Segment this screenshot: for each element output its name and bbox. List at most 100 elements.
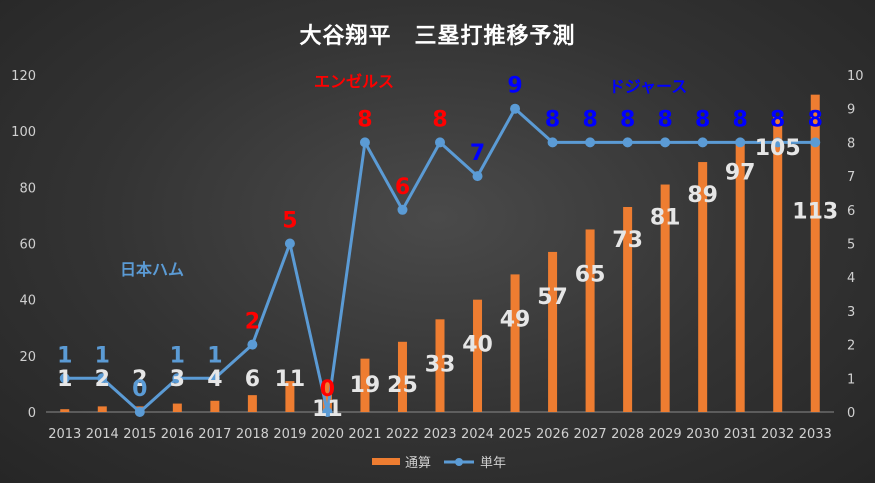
data-label-annual: 8 xyxy=(695,107,710,132)
y-right-tick-label: 6 xyxy=(847,204,855,219)
line-point-annual xyxy=(435,137,445,148)
y-right-tick-label: 2 xyxy=(847,339,855,354)
line-point-annual xyxy=(772,137,783,148)
legend-marker-annual xyxy=(455,458,463,466)
data-label-cumulative: 11 xyxy=(312,397,343,422)
y-left-tick-label: 120 xyxy=(11,69,36,84)
x-tick-label: 2016 xyxy=(161,427,194,442)
data-label-cumulative: 49 xyxy=(500,307,531,332)
team-annotation: エンゼルス xyxy=(314,72,394,91)
data-label-cumulative: 3 xyxy=(170,367,185,392)
y-left-tick-label: 0 xyxy=(28,406,36,421)
x-tick-label: 2032 xyxy=(761,427,794,442)
x-tick-label: 2031 xyxy=(724,427,757,442)
data-label-annual: 8 xyxy=(733,107,748,132)
bar-cumulative xyxy=(698,162,708,412)
data-label-annual: 1 xyxy=(57,343,72,368)
data-label-cumulative: 1 xyxy=(57,367,72,392)
line-point-annual xyxy=(735,137,746,148)
data-label-cumulative: 33 xyxy=(425,352,456,377)
bar-cumulative xyxy=(60,409,70,412)
bar-cumulative xyxy=(247,395,257,412)
x-tick-label: 2015 xyxy=(123,427,156,442)
data-label-cumulative: 73 xyxy=(612,228,643,253)
line-point-annual xyxy=(247,339,258,350)
data-label-cumulative: 2 xyxy=(95,367,110,392)
y-right-tick-label: 3 xyxy=(847,305,855,320)
data-label-cumulative: 19 xyxy=(350,373,381,398)
x-tick-label: 2030 xyxy=(686,427,719,442)
chart-title: 大谷翔平 三塁打推移予測 xyxy=(299,24,576,49)
bar-cumulative xyxy=(285,381,295,412)
data-label-annual: 0 xyxy=(320,377,335,402)
line-point-annual xyxy=(622,137,633,148)
line-point-annual xyxy=(472,171,483,182)
line-point-annual xyxy=(322,407,333,417)
data-label-cumulative: 57 xyxy=(537,285,568,310)
team-annotation: 日本ハム xyxy=(120,260,184,279)
data-label-annual: 8 xyxy=(432,107,447,132)
data-label-cumulative: 113 xyxy=(792,200,838,225)
x-tick-label: 2019 xyxy=(273,427,306,442)
line-point-annual xyxy=(209,373,220,384)
legend-label-annual: 単年 xyxy=(480,455,506,471)
data-label-annual: 6 xyxy=(395,175,410,200)
bar-cumulative xyxy=(97,406,107,412)
data-label-annual: 8 xyxy=(808,107,823,132)
y-right-tick-label: 4 xyxy=(847,271,855,286)
legend-swatch-cumulative xyxy=(372,458,400,465)
x-tick-label: 2025 xyxy=(499,427,532,442)
bar-cumulative xyxy=(473,299,483,412)
y-right-tick-label: 0 xyxy=(847,406,855,421)
data-label-annual: 9 xyxy=(507,74,522,99)
x-tick-label: 2029 xyxy=(649,427,682,442)
x-tick-label: 2033 xyxy=(799,427,832,442)
line-point-annual xyxy=(660,137,671,148)
line-point-annual xyxy=(510,103,521,114)
line-point-annual xyxy=(359,137,370,148)
bar-cumulative xyxy=(548,251,558,412)
data-label-annual: 2 xyxy=(245,310,260,335)
data-label-annual: 8 xyxy=(582,107,597,132)
bar-cumulative xyxy=(585,229,595,412)
data-label-annual: 1 xyxy=(207,343,222,368)
line-point-annual xyxy=(59,373,70,384)
x-tick-label: 2013 xyxy=(48,427,81,442)
data-label-annual: 8 xyxy=(620,107,635,132)
bar-cumulative xyxy=(172,403,182,412)
line-point-annual xyxy=(585,137,596,148)
x-tick-label: 2028 xyxy=(611,427,644,442)
y-right-tick-label: 7 xyxy=(847,170,855,185)
y-left-tick-label: 100 xyxy=(11,125,36,140)
data-label-annual: 8 xyxy=(770,107,785,132)
bar-cumulative xyxy=(810,94,820,413)
data-label-cumulative: 40 xyxy=(462,333,493,358)
data-label-cumulative: 6 xyxy=(245,367,260,392)
data-label-cumulative: 4 xyxy=(207,367,222,392)
bar-cumulative xyxy=(322,381,332,412)
x-tick-label: 2027 xyxy=(574,427,607,442)
data-label-annual: 1 xyxy=(95,343,110,368)
y-right-tick-label: 10 xyxy=(847,69,864,84)
bar-cumulative xyxy=(623,206,633,412)
legend-label-cumulative: 通算 xyxy=(405,456,431,471)
data-label-annual: 8 xyxy=(545,107,560,132)
data-label-annual: 1 xyxy=(170,343,185,368)
data-label-annual: 7 xyxy=(470,141,485,166)
bar-cumulative xyxy=(397,341,407,412)
x-tick-label: 2021 xyxy=(348,427,381,442)
line-point-annual xyxy=(134,407,145,417)
line-point-annual xyxy=(697,137,708,148)
y-right-tick-label: 9 xyxy=(847,103,855,118)
data-label-annual: 8 xyxy=(657,107,672,132)
data-label-cumulative: 25 xyxy=(387,373,418,398)
bar-cumulative xyxy=(660,184,670,412)
bar-cumulative xyxy=(435,319,445,412)
line-point-annual xyxy=(172,373,183,384)
x-tick-label: 2020 xyxy=(311,427,344,442)
line-point-annual xyxy=(97,373,108,384)
x-tick-label: 2024 xyxy=(461,427,494,442)
y-left-tick-label: 60 xyxy=(19,238,36,253)
